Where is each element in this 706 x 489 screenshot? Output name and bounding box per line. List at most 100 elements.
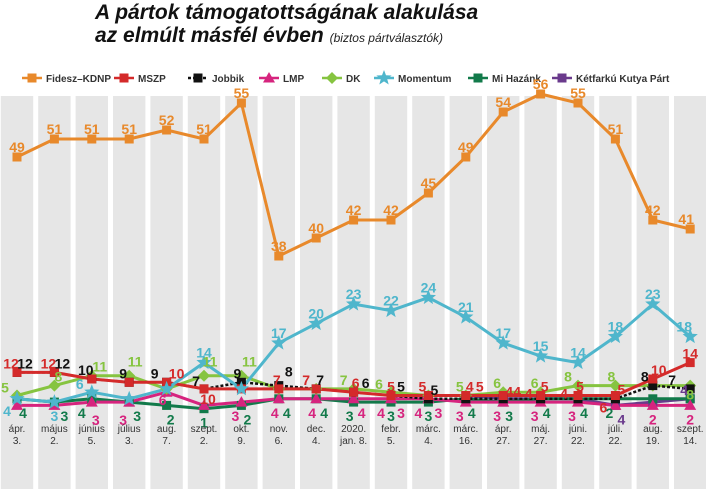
data-label: 3 bbox=[133, 408, 141, 424]
data-label: 10 bbox=[169, 365, 185, 381]
data-point bbox=[121, 390, 137, 406]
data-label: 3 bbox=[531, 408, 539, 424]
data-label: 51 bbox=[47, 121, 63, 137]
data-point bbox=[386, 391, 396, 400]
column-band bbox=[674, 96, 706, 489]
data-label: 45 bbox=[421, 175, 437, 191]
chart-title: A pártok támogatottságának alakulása az … bbox=[95, 1, 478, 50]
data-point bbox=[423, 391, 433, 400]
column-band bbox=[524, 96, 557, 489]
data-label: 4 bbox=[308, 405, 316, 421]
data-label: 4 bbox=[283, 405, 291, 421]
data-point bbox=[610, 134, 620, 144]
data-label: 8 bbox=[55, 369, 63, 385]
data-point bbox=[124, 134, 134, 144]
x-tick-label: 7. bbox=[162, 436, 170, 447]
legend-swatch-marker bbox=[27, 73, 37, 83]
data-point bbox=[570, 354, 586, 370]
data-label: 3 bbox=[346, 408, 354, 424]
data-label: 4 bbox=[415, 405, 423, 421]
data-label: 9 bbox=[119, 365, 127, 381]
column-band bbox=[300, 96, 333, 489]
data-point bbox=[648, 381, 658, 391]
data-point bbox=[685, 394, 695, 404]
legend-swatch-marker bbox=[263, 72, 275, 83]
legend-entry: Jobbik bbox=[212, 74, 245, 85]
data-point bbox=[645, 296, 661, 311]
series-markers bbox=[9, 89, 698, 414]
data-label: 23 bbox=[645, 286, 661, 302]
data-point bbox=[236, 98, 246, 108]
data-point bbox=[274, 251, 284, 261]
data-label: 8 bbox=[608, 369, 616, 385]
data-point bbox=[685, 384, 695, 394]
data-label: 6 bbox=[352, 375, 360, 391]
x-tick-label: 19. bbox=[646, 436, 660, 447]
data-label: 11 bbox=[92, 359, 107, 375]
data-point bbox=[607, 328, 623, 344]
data-point bbox=[233, 380, 249, 396]
x-axis-labels: ápr.3.május2.június5.július3.aug.7.szept… bbox=[9, 424, 704, 447]
data-label: 6 bbox=[159, 392, 167, 408]
data-label: 14 bbox=[682, 346, 698, 362]
data-label: 7 bbox=[192, 373, 200, 389]
data-point bbox=[87, 134, 97, 144]
x-tick-label: 2. bbox=[50, 436, 58, 447]
data-point bbox=[310, 392, 323, 404]
column-band bbox=[262, 96, 295, 489]
data-label: 9 bbox=[234, 365, 242, 381]
data-label: 5 bbox=[431, 382, 439, 398]
data-label: 3 bbox=[456, 408, 464, 424]
data-label: 4 bbox=[505, 384, 513, 400]
x-tick-label: 5. bbox=[88, 436, 96, 447]
chart-title-line2: az elmúlt másfél évben (biztos pártválas… bbox=[95, 24, 478, 50]
data-label: 10 bbox=[200, 391, 216, 407]
x-tick-label: jan. 8. bbox=[339, 436, 367, 447]
data-label: 3 bbox=[51, 408, 59, 424]
data-point bbox=[609, 399, 622, 410]
data-label: 11 bbox=[242, 354, 257, 370]
legend-entry: LMP bbox=[283, 74, 304, 85]
data-label: 10 bbox=[78, 362, 94, 378]
data-label: 51 bbox=[84, 121, 100, 137]
data-point bbox=[498, 391, 508, 400]
data-label: 8 bbox=[285, 364, 293, 380]
column-band bbox=[561, 96, 595, 489]
data-label: 5 bbox=[387, 379, 395, 395]
data-label: 5 bbox=[419, 379, 427, 395]
data-point bbox=[684, 399, 697, 410]
column-band bbox=[187, 96, 221, 489]
data-label: 54 bbox=[495, 94, 511, 110]
legend-swatch-marker bbox=[119, 73, 129, 83]
data-label: 12 bbox=[3, 355, 19, 371]
data-point bbox=[349, 215, 359, 225]
data-label: 6 bbox=[362, 375, 370, 391]
data-point bbox=[573, 391, 583, 400]
data-label: 3 bbox=[425, 408, 433, 424]
data-label: 51 bbox=[196, 121, 212, 137]
data-label: 24 bbox=[421, 280, 437, 296]
data-label: 2 bbox=[686, 411, 694, 427]
x-tick-label: 4. bbox=[312, 436, 320, 447]
data-label: 3 bbox=[568, 408, 576, 424]
data-label: 4 bbox=[560, 386, 568, 402]
x-tick-label: 14. bbox=[683, 436, 697, 447]
data-point bbox=[198, 399, 210, 410]
data-label: 7 bbox=[668, 372, 676, 388]
data-label: 3 bbox=[92, 412, 100, 428]
data-label: 3 bbox=[61, 408, 69, 424]
data-point bbox=[311, 384, 321, 394]
data-point bbox=[420, 289, 436, 305]
data-point bbox=[271, 335, 287, 350]
data-point bbox=[347, 392, 360, 404]
data-point bbox=[12, 367, 22, 377]
data-point bbox=[461, 391, 471, 400]
x-tick-label: május bbox=[41, 424, 68, 435]
data-point bbox=[349, 387, 359, 397]
data-point bbox=[685, 224, 695, 234]
x-tick-label: 2020. bbox=[341, 424, 366, 435]
data-point bbox=[235, 396, 248, 407]
data-label: 49 bbox=[9, 139, 25, 155]
data-point bbox=[461, 152, 471, 162]
data-point bbox=[272, 392, 285, 404]
